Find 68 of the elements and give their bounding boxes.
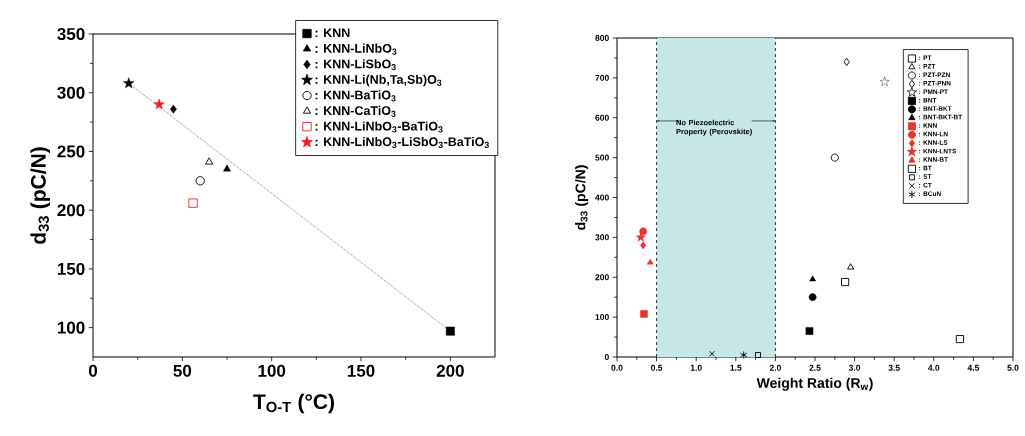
point (843, 57, 850, 66)
point (847, 263, 855, 270)
point (123, 77, 135, 89)
x-tick-label: 3.0 (848, 364, 861, 371)
y-tick-label: 350 (57, 27, 85, 41)
x-tick-label: 0 (88, 364, 98, 377)
y-tick-label: 700 (595, 74, 609, 81)
point (879, 76, 890, 86)
x-tick-label: 2.0 (769, 364, 781, 371)
legend-label: : KNN-Li(Nb,Ta,Sb)O$_{3}$ (315, 74, 442, 87)
y-axis-title: d$_{33}$ (pC/N) (30, 147, 50, 244)
x-tick-label: 2.5 (809, 364, 821, 371)
point (805, 327, 814, 335)
legend-label: : KNN-LiNbO$_{3}$-LiSbO$_{3}$-BaTiO$_{3}$ (315, 136, 489, 149)
y-tick-label: 200 (57, 204, 85, 217)
point (445, 326, 455, 336)
point (635, 232, 646, 242)
point (195, 176, 205, 186)
x-tick-label: 100 (258, 364, 286, 377)
y-tick-label: 100 (595, 314, 609, 321)
y-tick-label: 100 (57, 321, 85, 334)
point (639, 227, 647, 236)
legend-label: : KNN-LiNbO$_{3}$ (315, 43, 397, 55)
point (205, 157, 214, 165)
point (153, 98, 165, 110)
x-tick-label: 150 (347, 364, 375, 377)
y-tick-label: 300 (595, 234, 609, 241)
point (841, 277, 850, 287)
x-tick-label: 4.5 (967, 364, 980, 371)
y-tick-label: 250 (57, 145, 85, 158)
y-tick-label: 0 (604, 353, 609, 360)
y-tick-label: 600 (595, 114, 609, 121)
point (223, 164, 231, 172)
point (808, 293, 817, 301)
point (646, 258, 654, 265)
point (170, 104, 177, 114)
x-tick-label: 1.0 (690, 364, 702, 371)
y-tick-label: 150 (57, 262, 85, 275)
legend-label: : KNN (315, 28, 350, 38)
x-tick-label: 5.0 (1007, 364, 1019, 371)
x-axis-title: T$_{O-T}$ (°C) (253, 393, 334, 414)
y-tick-label: 400 (595, 194, 609, 201)
x-tick-label: 1.5 (730, 364, 742, 371)
x-tick-label: 4.0 (928, 364, 940, 371)
point (809, 275, 816, 282)
legend-label: : KNN-LiNbO$_{3}$-BaTiO$_{3}$ (315, 121, 443, 133)
y-axis-title: d$_{33}$ (pC/N) (575, 165, 589, 230)
x-tick-label: 3.5 (888, 364, 900, 371)
point (640, 241, 647, 250)
x-tick-label: 50 (173, 364, 192, 377)
point (188, 198, 198, 208)
y-tick-label: 200 (595, 274, 609, 281)
y-tick-label: 800 (595, 35, 609, 41)
legend-label: : KNN-CaTiO$_{3}$ (315, 105, 396, 117)
x-tick-label: 200 (436, 364, 464, 377)
x-axis-title: Weight Ratio (R$_{w}$) (756, 377, 873, 391)
y-tick-label: 500 (595, 154, 609, 161)
legend-label: : KNN-BaTiO$_{3}$ (315, 90, 396, 102)
point (755, 352, 761, 358)
x-tick-label: 0.0 (611, 364, 623, 371)
legend-label: : KNN-LiSbO$_{3}$ (315, 59, 396, 71)
point (830, 153, 839, 162)
y-tick-label: 300 (57, 86, 85, 99)
point (740, 350, 748, 360)
point (955, 334, 964, 344)
point (640, 310, 648, 318)
point (709, 350, 716, 357)
x-tick-label: 0.5 (651, 364, 663, 371)
